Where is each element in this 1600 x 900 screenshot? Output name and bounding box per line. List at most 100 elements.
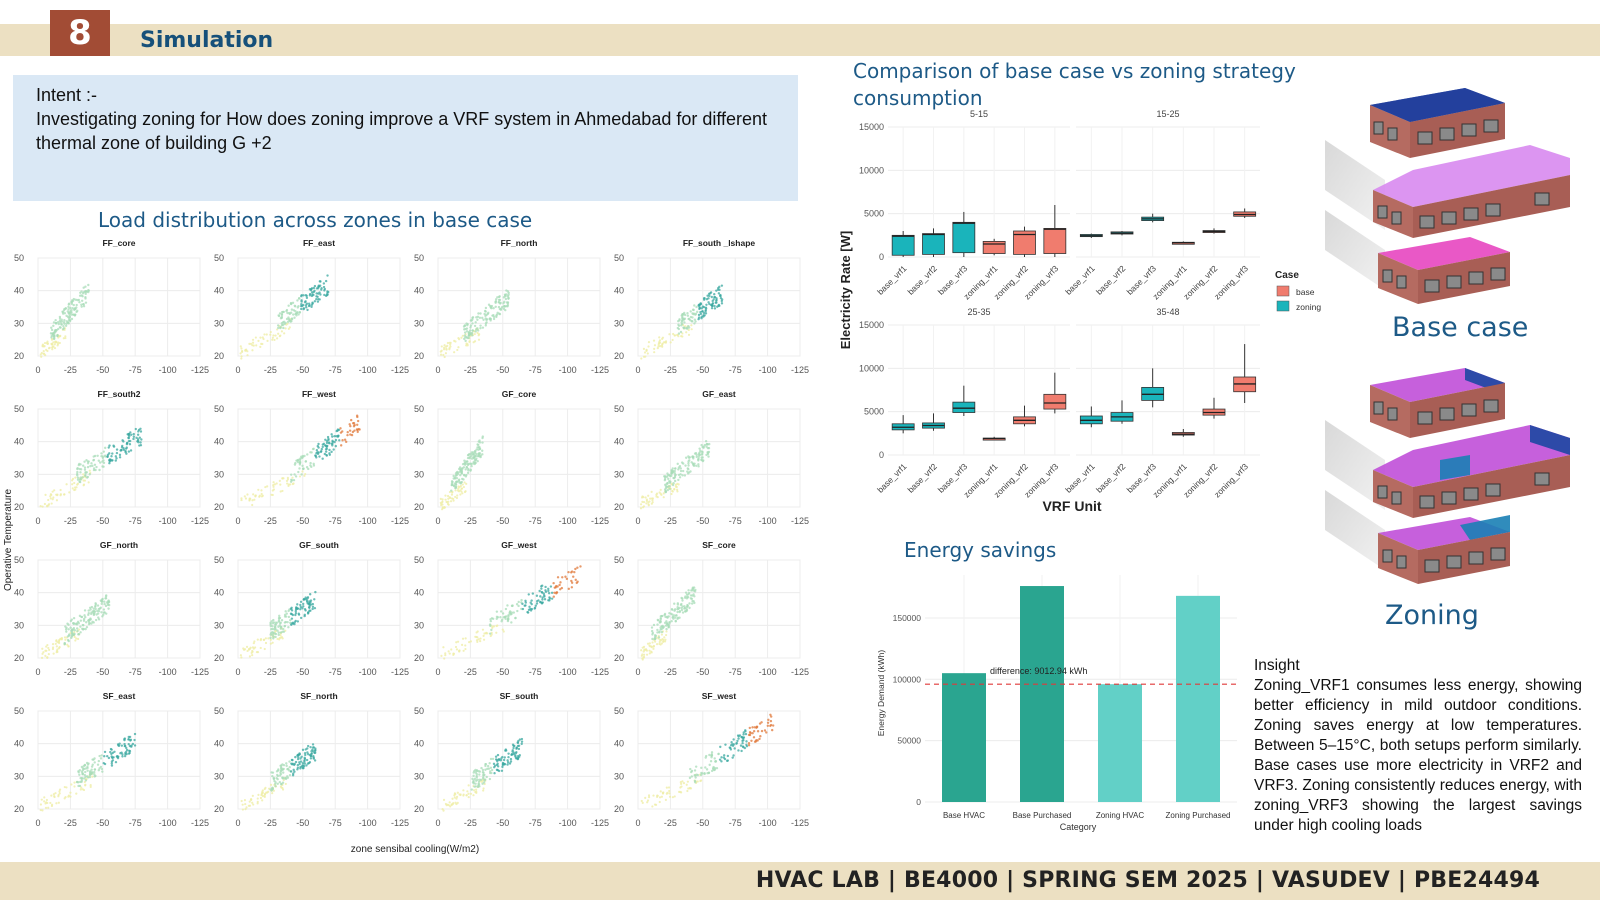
scatter-point <box>567 587 571 591</box>
scatter-point <box>240 357 243 360</box>
scatter-point <box>129 439 132 443</box>
scatter-point <box>75 792 78 795</box>
box-rect <box>1202 230 1226 233</box>
scatter-point <box>690 324 693 327</box>
scatter-point <box>82 619 86 622</box>
scatter-point <box>660 630 664 634</box>
scatter-point <box>684 464 687 467</box>
scatter-point <box>671 483 675 487</box>
scatter-point <box>450 497 454 500</box>
scatter-point <box>444 652 447 655</box>
scatter-point <box>688 786 692 790</box>
footer-band <box>0 862 1600 900</box>
scatter-point <box>294 305 297 308</box>
scatter-point <box>80 299 84 302</box>
scatter-point <box>288 766 291 769</box>
scatter-point <box>279 785 282 788</box>
scatter-point <box>310 305 313 309</box>
scatter-point <box>659 790 662 793</box>
scatter-point <box>76 629 79 633</box>
scatter-point <box>659 639 663 642</box>
scatter-point <box>245 806 248 809</box>
scatter-point <box>313 284 317 288</box>
facet-title: FF_east <box>303 238 335 248</box>
scatter-point <box>324 279 328 283</box>
scatter-point <box>83 466 87 469</box>
scatter-point <box>63 318 66 322</box>
scatter-point <box>121 753 124 756</box>
scatter-point <box>127 437 130 440</box>
scatter-point <box>59 326 62 329</box>
scatter-point <box>75 627 79 630</box>
scatter-point <box>252 803 255 806</box>
scatter-point <box>74 488 77 491</box>
scatter-point <box>687 460 690 463</box>
scatter-point <box>529 601 532 604</box>
scatter-point <box>738 734 742 737</box>
scatter-point <box>301 470 304 473</box>
scatter-point <box>78 480 81 483</box>
scatter-point <box>711 299 714 303</box>
scatter-point <box>659 626 662 629</box>
scatter-point <box>467 469 470 472</box>
scatter-point <box>444 498 447 501</box>
scatter-point <box>104 604 108 608</box>
scatter-point <box>489 317 492 321</box>
scatter-point <box>674 467 677 470</box>
scatter-point <box>769 713 772 716</box>
scatter-point <box>301 304 304 308</box>
scatter-point <box>288 773 292 777</box>
scatter-point <box>64 335 67 338</box>
scatter-point <box>642 347 646 350</box>
scatter-point <box>671 608 674 611</box>
scatter-point <box>77 784 80 788</box>
scatter-point <box>488 762 491 765</box>
panel-bg <box>1076 127 1260 257</box>
scatter-point <box>463 481 466 484</box>
scatter-point <box>311 302 314 305</box>
scatter-point <box>256 797 259 800</box>
box-rect <box>952 401 976 413</box>
scatter-point <box>91 758 94 761</box>
scatter-point <box>445 804 448 807</box>
scatter-point <box>272 488 276 491</box>
scatter-point <box>715 766 719 770</box>
scatter-point <box>681 332 684 335</box>
scatter-point <box>41 652 44 655</box>
x-tick-label: -75 <box>129 667 142 677</box>
scatter-point <box>269 330 272 334</box>
scatter-point <box>477 338 481 341</box>
scatter-point <box>736 739 739 743</box>
facet-panel <box>437 710 601 810</box>
scatter-point <box>128 443 132 446</box>
scatter-point <box>647 345 650 348</box>
scatter-point <box>73 781 76 784</box>
scatter-point <box>658 336 661 339</box>
scatter-point <box>460 471 463 474</box>
scatter-point <box>246 350 249 353</box>
scatter-point <box>686 604 689 608</box>
scatter-point <box>92 607 95 610</box>
scatter-point <box>322 282 326 285</box>
scatter-point <box>44 493 47 496</box>
scatter-point <box>466 790 469 793</box>
scatter-point <box>298 762 301 766</box>
x-tick-label: -125 <box>391 667 409 677</box>
scatter-point <box>671 796 675 799</box>
scatter-point <box>84 470 87 474</box>
scatter-point <box>493 771 496 775</box>
scatter-point <box>714 301 717 304</box>
scatter-point <box>524 599 527 603</box>
scatter-point <box>658 631 661 634</box>
scatter-point <box>689 597 693 600</box>
scatter-point <box>689 310 692 313</box>
scatter-point <box>82 764 85 768</box>
scatter-point <box>505 293 508 296</box>
scatter-point <box>714 760 717 763</box>
scatter-point <box>72 627 76 630</box>
scatter-point <box>318 298 321 301</box>
scatter-point <box>54 792 57 795</box>
scatter-point <box>479 324 482 327</box>
scatter-point <box>713 757 716 760</box>
